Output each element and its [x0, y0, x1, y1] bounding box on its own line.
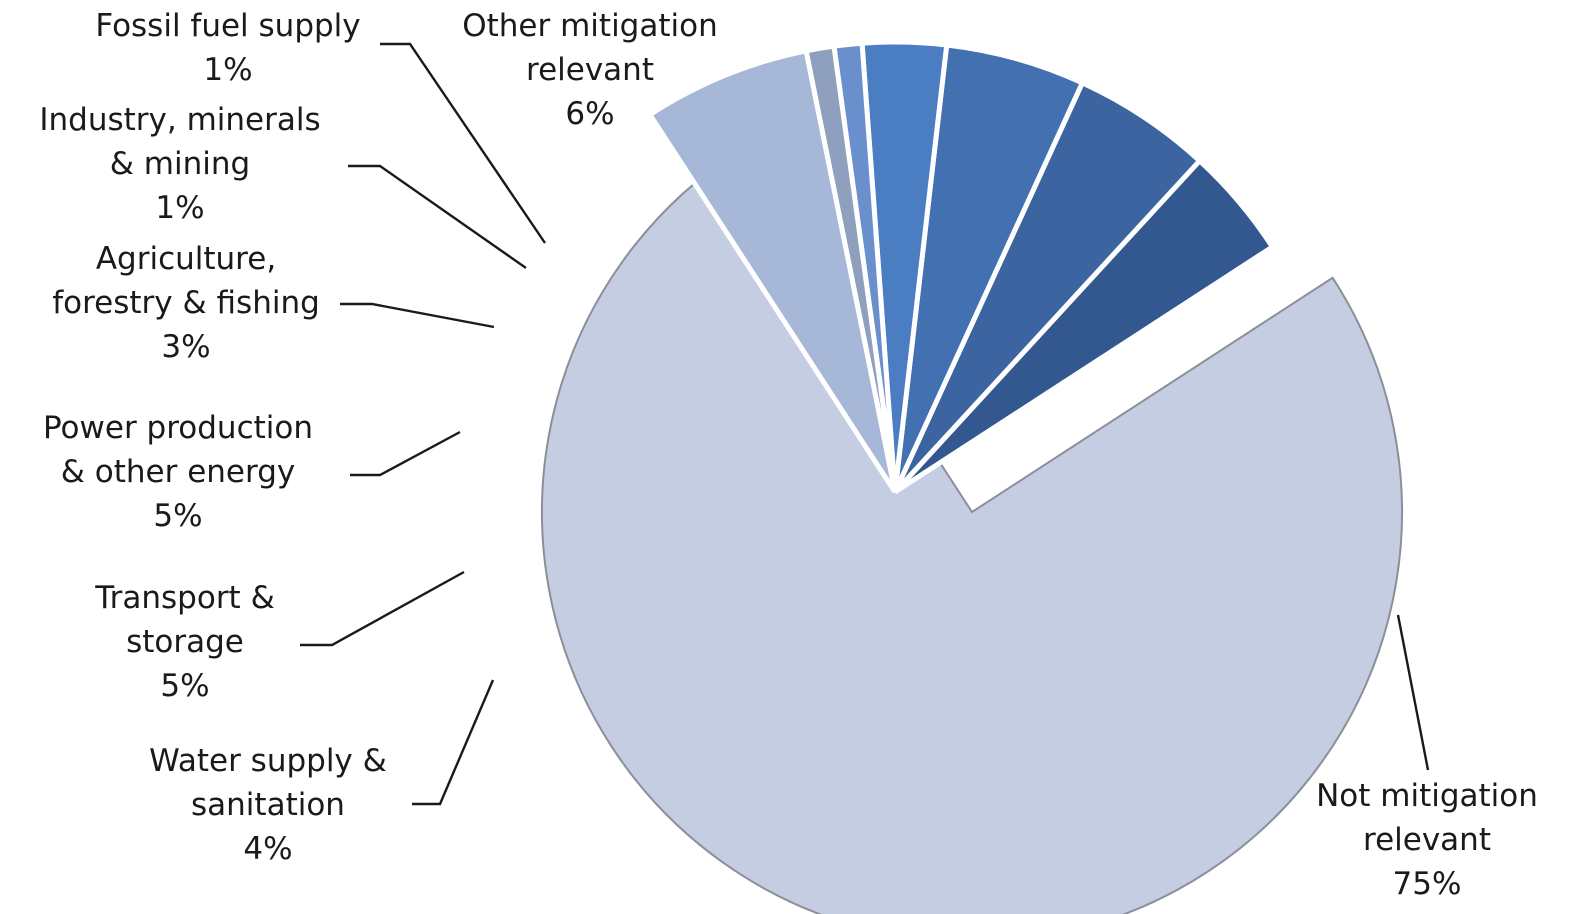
leader-line-power-production	[350, 430, 461, 477]
leader-line-industry	[348, 164, 527, 269]
leader-line-water-supply-sanitation	[412, 679, 495, 806]
pie-slice-other-mitigation-relevant	[646, 47, 898, 494]
pie-slices	[541, 39, 1403, 914]
leader-lines	[300, 42, 1430, 806]
leader-line-not-mitigation-relevant	[1396, 614, 1430, 771]
slice-label-other-mitigation-relevant: Other mitigation relevant 6%	[462, 8, 718, 132]
slice-label-power-production-other-energy: Power production & other energy 5%	[43, 410, 313, 534]
slice-label-agriculture-forestry-fishing: Agriculture, forestry & fishing 3%	[52, 241, 320, 365]
slice-label-not-mitigation-relevant: Not mitigation relevant 75%	[1316, 778, 1538, 902]
leader-line-agriculture	[340, 302, 495, 329]
leader-line-transport-storage	[300, 570, 465, 647]
pie-slice-not-mitigation-relevant	[541, 149, 1403, 914]
slice-labels: Not mitigation relevant 75% Water supply & s…	[39, 8, 1538, 902]
slice-label-water-supply-sanitation: Water supply & sanitation 4%	[149, 743, 387, 867]
slice-label-industry-minerals-mining: Industry, minerals & mining 1%	[39, 102, 320, 226]
slice-label-fossil-fuel-supply: Fossil fuel supply 1%	[95, 8, 360, 88]
slice-label-transport-storage: Transport & storage 5%	[94, 580, 275, 704]
leader-line-fossil-fuel	[380, 42, 546, 244]
